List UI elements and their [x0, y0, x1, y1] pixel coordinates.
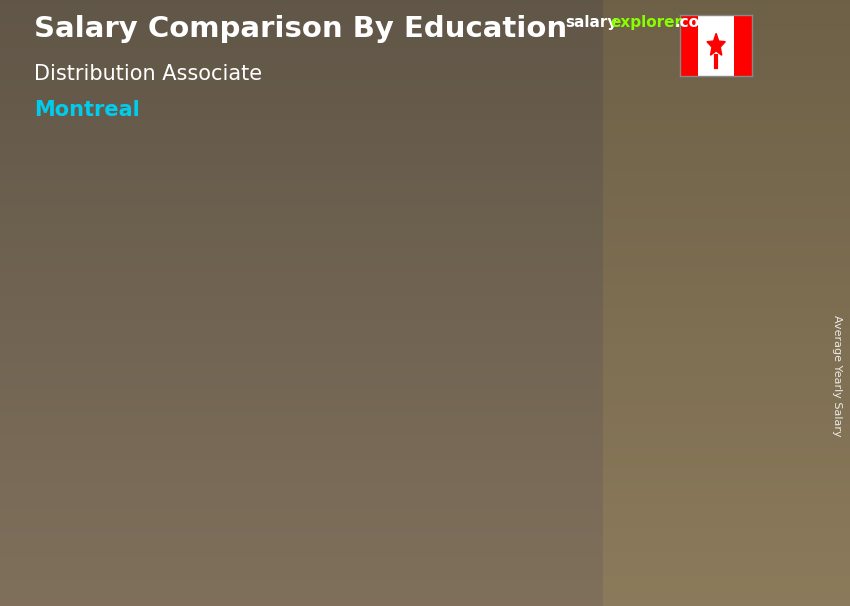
Text: Distribution Associate: Distribution Associate	[34, 64, 262, 84]
Polygon shape	[351, 348, 465, 358]
Bar	[734, 15, 752, 76]
Text: +25%: +25%	[473, 200, 563, 228]
Bar	[680, 15, 698, 76]
Polygon shape	[201, 412, 224, 576]
Text: Average Yearly Salary: Average Yearly Salary	[832, 315, 842, 436]
Bar	[109, 419, 201, 576]
Polygon shape	[592, 290, 707, 302]
Polygon shape	[707, 33, 725, 55]
Text: 139,000 CAD: 139,000 CAD	[584, 283, 694, 298]
Polygon shape	[443, 348, 465, 576]
Text: +40%: +40%	[231, 255, 321, 283]
Text: explorer: explorer	[610, 15, 683, 30]
Polygon shape	[685, 290, 707, 576]
Bar	[351, 358, 443, 576]
Bar	[592, 302, 685, 576]
Text: Salary Comparison By Education: Salary Comparison By Education	[34, 15, 567, 43]
Text: .com: .com	[674, 15, 715, 30]
Text: Montreal: Montreal	[34, 100, 139, 120]
Text: 79,800 CAD: 79,800 CAD	[105, 399, 205, 415]
Polygon shape	[109, 412, 224, 419]
Text: 111,000 CAD: 111,000 CAD	[342, 338, 452, 353]
Text: salary: salary	[565, 15, 618, 30]
